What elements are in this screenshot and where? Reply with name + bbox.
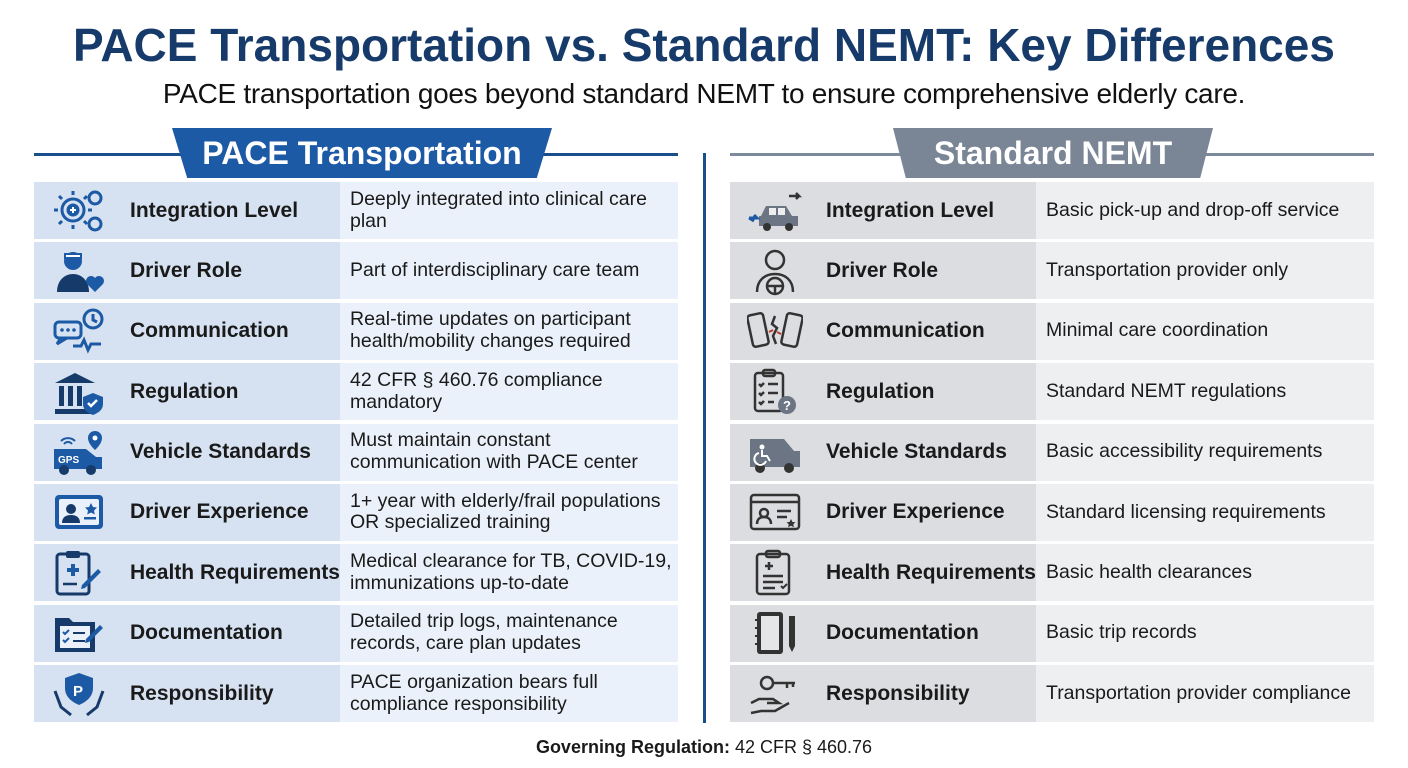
footer-regulation: Governing Regulation: 42 CFR § 460.76	[0, 737, 1408, 758]
pace-row-health-requirements: Health Requirements Medical clearance fo…	[34, 544, 678, 602]
pace-row-driver-role: Driver Role Part of interdisciplinary ca…	[34, 242, 678, 300]
row-description: Minimal care coordination	[1036, 302, 1374, 360]
nemt-row-regulation: ? Regulation Standard NEMT regulations	[730, 363, 1374, 421]
nemt-row-responsibility: Responsibility Transportation provider c…	[730, 665, 1374, 723]
gps-text: GPS	[58, 455, 79, 466]
row-description: Basic pick-up and drop-off service	[1036, 182, 1374, 239]
row-label: Integration Level	[130, 198, 299, 222]
row-label: Driver Role	[826, 258, 939, 282]
footer-value: 42 CFR § 460.76	[734, 737, 873, 757]
row-description: Basic accessibility requirements	[1036, 423, 1374, 481]
nemt-banner: Standard NEMT	[893, 128, 1213, 178]
medical-clipboard-syringe-icon	[34, 544, 124, 601]
nemt-row-vehicle-standards: Vehicle Standards Basic accessibility re…	[730, 423, 1374, 481]
row-label: Driver Experience	[130, 500, 309, 524]
nurse-heart-icon	[34, 242, 124, 299]
row-description: Standard licensing requirements	[1036, 483, 1374, 541]
gears-medical-icon	[34, 182, 124, 239]
government-shield-icon	[34, 363, 124, 420]
nemt-row-integration-level: Integration Level Basic pick-up and drop…	[730, 182, 1374, 239]
row-label: Vehicle Standards	[130, 440, 311, 464]
license-card-icon	[730, 484, 820, 541]
row-label: Driver Role	[130, 258, 243, 282]
driver-steering-icon	[730, 242, 820, 299]
broken-phones-icon	[730, 303, 820, 360]
row-label: Responsibility	[826, 681, 970, 705]
accessible-van-icon	[730, 424, 820, 481]
row-description: Must maintain constant communication wit…	[340, 423, 678, 481]
id-badge-star-icon	[34, 484, 124, 541]
row-label: Communication	[826, 319, 985, 343]
hands-shield-icon: P	[34, 665, 124, 722]
nemt-table: Integration Level Basic pick-up and drop…	[730, 182, 1374, 726]
nemt-row-driver-role: Driver Role Transportation provider only	[730, 242, 1374, 300]
column-divider	[703, 153, 706, 723]
pace-row-regulation: Regulation 42 CFR § 460.76 compliance ma…	[34, 363, 678, 421]
chat-clock-heartbeat-icon	[34, 303, 124, 360]
pace-row-documentation: Documentation Detailed trip logs, mainte…	[34, 604, 678, 662]
nemt-row-communication: Communication Minimal care coordination	[730, 302, 1374, 360]
row-description: Real-time updates on participant health/…	[340, 302, 678, 360]
hand-key-icon	[730, 665, 820, 722]
pace-row-driver-experience: Driver Experience 1+ year with elderly/f…	[34, 483, 678, 541]
p-letter: P	[73, 683, 83, 700]
row-label: Driver Experience	[826, 500, 1005, 524]
row-label: Health Requirements	[825, 560, 1036, 584]
row-label: Documentation	[826, 621, 979, 645]
row-label: Vehicle Standards	[826, 440, 1007, 464]
notebook-pen-icon	[730, 605, 820, 662]
row-description: PACE organization bears full compliance …	[340, 665, 678, 723]
nemt-row-health-requirements: Health Requirements Basic health clearan…	[730, 544, 1374, 602]
page-subtitle: PACE transportation goes beyond standard…	[162, 78, 1246, 109]
row-description: Detailed trip logs, maintenance records,…	[340, 604, 678, 662]
footer-label: Governing Regulation:	[535, 737, 730, 757]
row-description: Deeply integrated into clinical care pla…	[340, 182, 678, 239]
row-description: Transportation provider only	[1036, 242, 1374, 300]
pace-banner: PACE Transportation	[172, 128, 552, 178]
checklist-question-icon: ?	[730, 363, 820, 420]
nemt-row-driver-experience: Driver Experience Standard licensing req…	[730, 483, 1374, 541]
pace-table: Integration Level Deeply integrated into…	[34, 182, 678, 726]
row-label: Responsibility	[130, 681, 274, 705]
pace-row-integration-level: Integration Level Deeply integrated into…	[34, 182, 678, 239]
row-description: Standard NEMT regulations	[1036, 363, 1374, 421]
nemt-row-documentation: Documentation Basic trip records	[730, 604, 1374, 662]
row-description: 1+ year with elderly/frail populations O…	[340, 483, 678, 541]
row-label: Documentation	[130, 621, 283, 645]
pace-row-vehicle-standards: GPS Vehicle Standards Must maintain cons…	[34, 423, 678, 481]
row-label: Regulation	[826, 379, 935, 403]
pace-row-responsibility: P Responsibility PACE organization bears…	[34, 665, 678, 723]
row-label: Health Requirements	[129, 560, 340, 584]
row-label: Integration Level	[826, 198, 995, 222]
row-description: Transportation provider compliance	[1036, 665, 1374, 723]
gps-van-icon: GPS	[34, 424, 124, 481]
row-description: Basic health clearances	[1036, 544, 1374, 602]
pace-row-communication: Communication Real-time updates on parti…	[34, 302, 678, 360]
car-arrows-icon	[730, 182, 820, 239]
row-description: Medical clearance for TB, COVID-19, immu…	[340, 544, 678, 602]
row-description: Part of interdisciplinary care team	[340, 242, 678, 300]
medical-form-icon	[730, 544, 820, 601]
row-description: 42 CFR § 460.76 compliance mandatory	[340, 363, 678, 421]
row-description: Basic trip records	[1036, 604, 1374, 662]
svg-text:?: ?	[783, 398, 791, 413]
row-label: Regulation	[130, 379, 239, 403]
folder-checklist-pen-icon	[34, 605, 124, 662]
page-title: PACE Transportation vs. Standard NEMT: K…	[73, 19, 1335, 71]
row-label: Communication	[130, 319, 289, 343]
